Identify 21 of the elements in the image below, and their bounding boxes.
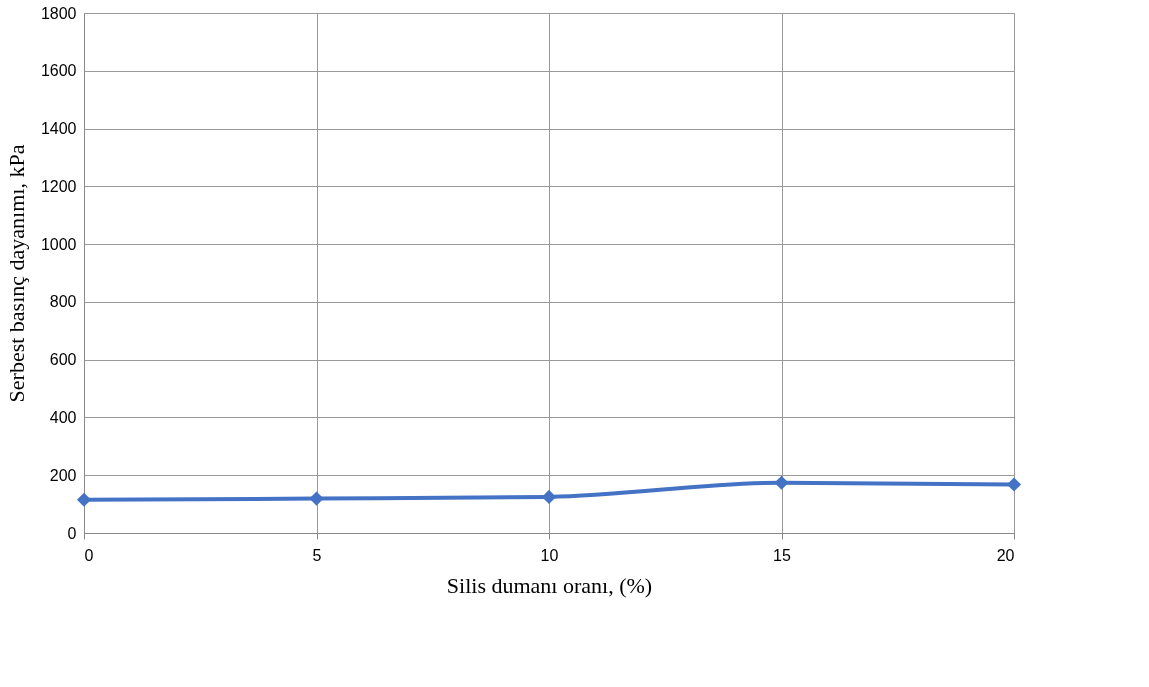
- point: [1006, 477, 1022, 492]
- point: [774, 475, 789, 490]
- x-tick-label: 15: [773, 546, 791, 564]
- y-tick-label: 400: [49, 408, 77, 426]
- point: [76, 492, 92, 507]
- y-tick-label: 600: [49, 351, 77, 369]
- y-tick-label: 1200: [40, 177, 77, 195]
- y-axis-title: Serbest basınç dayanımı, kPa: [3, 144, 29, 403]
- y-tick-label: 1800: [40, 4, 77, 22]
- y-tick-label: 1400: [40, 120, 77, 138]
- y-tick-label: 800: [49, 293, 77, 311]
- x-axis-title: Silis dumanı oranı, (%): [446, 572, 653, 598]
- x-tick-label: 0: [84, 546, 94, 564]
- x-tick-label: 10: [540, 546, 559, 564]
- x-tick-label: 5: [312, 546, 322, 564]
- y-tick-label: 200: [49, 466, 77, 484]
- y-tick-label: 0: [67, 524, 77, 542]
- y-tick-label: 1000: [40, 235, 77, 253]
- point: [309, 491, 324, 506]
- x-tick-label: 20: [996, 546, 1015, 564]
- y-tick-label: 1600: [40, 62, 77, 80]
